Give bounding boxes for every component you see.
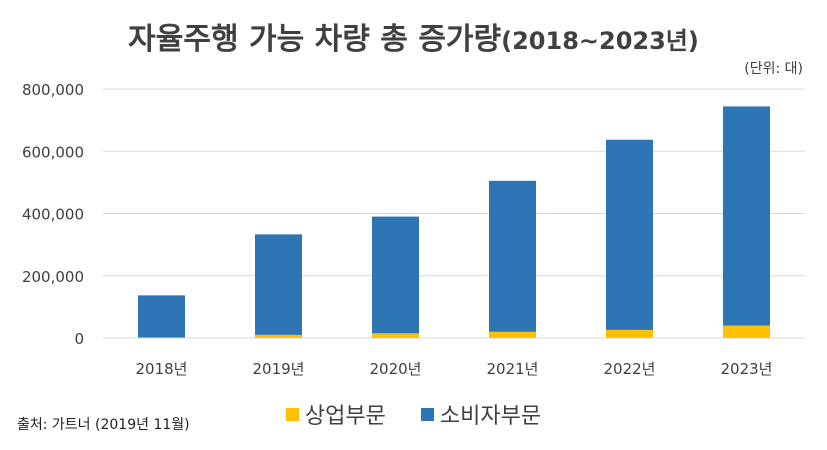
x-tick-label: 2023년 (721, 360, 773, 378)
x-tick-label: 2022년 (604, 360, 656, 378)
bar-consumer (255, 234, 302, 335)
legend-label-consumer: 소비자부문 (439, 404, 542, 429)
legend-item-consumer: 소비자부문 (420, 398, 542, 430)
legend-label-commercial: 상업부문 (304, 404, 386, 429)
bar-commercial (372, 333, 419, 338)
bar-consumer (489, 180, 536, 332)
unit-note: (단위: 대) (744, 61, 803, 77)
legend: 상업부문 소비자부문 (0, 398, 827, 430)
bar-consumer (138, 295, 185, 338)
legend-item-commercial: 상업부문 (285, 398, 386, 430)
y-tick-label: 600,000 (22, 143, 84, 161)
chart-title-main: 자율주행 가능 차량 총 증가량 (128, 22, 502, 57)
x-tick-label: 2020년 (370, 360, 422, 378)
x-tick-label: 2021년 (487, 360, 539, 378)
y-tick-label: 400,000 (22, 206, 84, 224)
bar-commercial (255, 334, 302, 338)
legend-swatch-commercial (285, 407, 299, 421)
y-tick-label: 0 (74, 330, 84, 348)
chart-title-sub: (2018~2023년) (501, 27, 699, 55)
legend-swatch-consumer (420, 407, 434, 421)
y-tick-label: 800,000 (22, 81, 84, 99)
bar-commercial (138, 337, 185, 338)
chart-title: 자율주행 가능 차량 총 증가량(2018~2023년) (0, 14, 827, 58)
bar-commercial (723, 325, 770, 338)
bar-commercial (606, 329, 653, 338)
bar-commercial (489, 331, 536, 338)
bar-consumer (723, 106, 770, 326)
y-tick-label: 200,000 (22, 268, 84, 286)
x-tick-label: 2019년 (253, 360, 305, 378)
bar-consumer (372, 216, 419, 334)
source-note: 출처: 가트너 (2019년 11월) (17, 417, 190, 433)
bar-consumer (606, 139, 653, 330)
x-tick-label: 2018년 (136, 360, 188, 378)
